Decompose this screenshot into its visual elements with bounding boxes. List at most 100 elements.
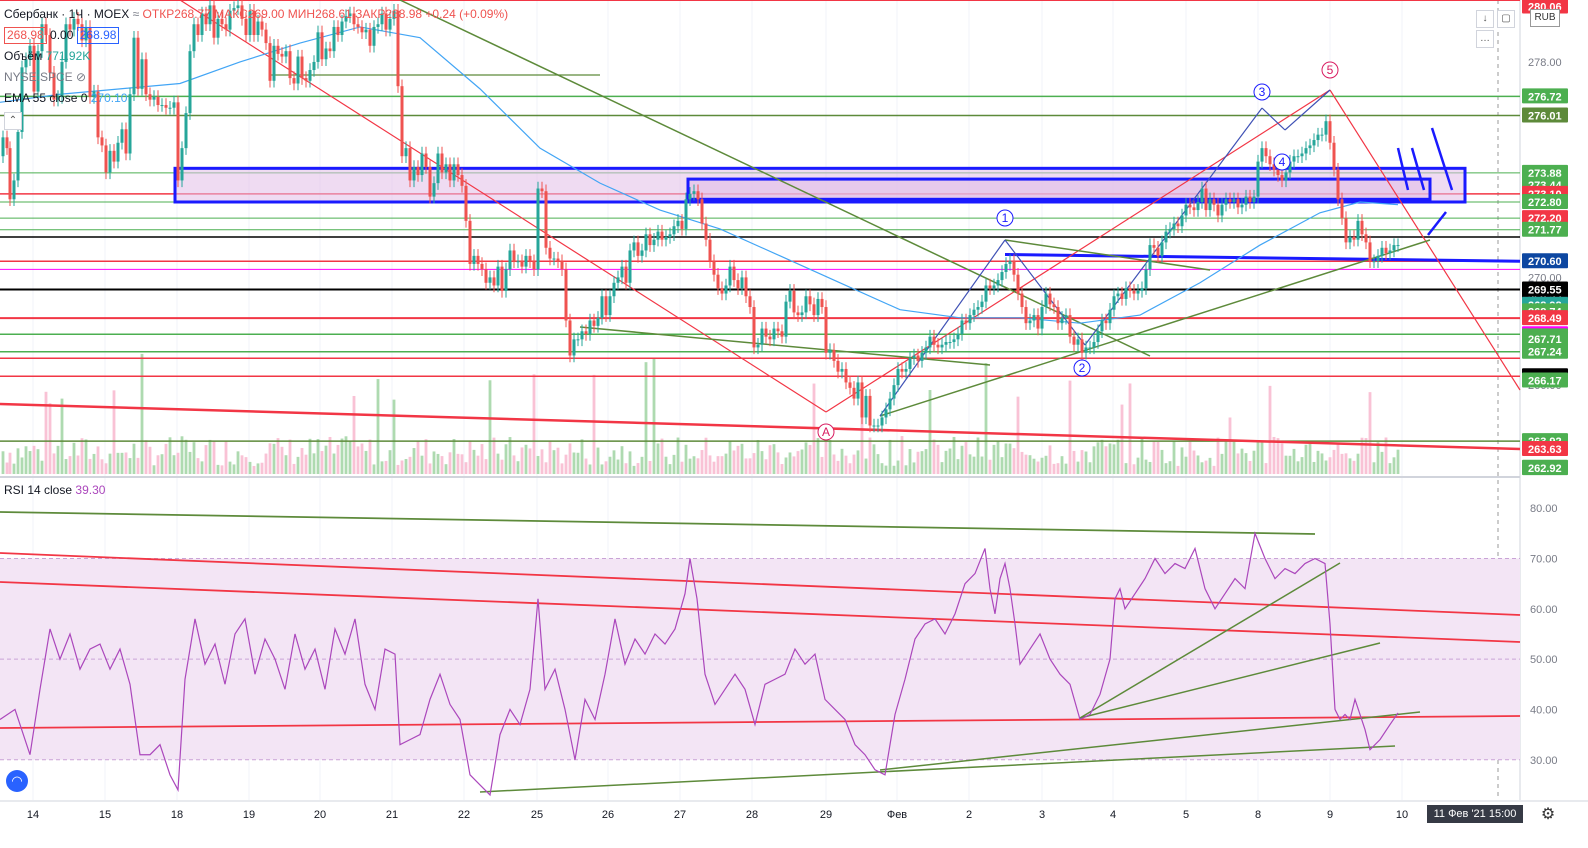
price-tag-bg (1522, 193, 1568, 209)
ema-label[interactable]: EMA 55 close 0 (4, 91, 88, 105)
candle-body (468, 220, 472, 264)
compare-symbol[interactable]: NYSE:SPCE (4, 70, 73, 84)
price-tag-bg (1522, 164, 1568, 180)
volume-bar (1304, 444, 1308, 474)
volume-bar (220, 465, 224, 474)
candle-body (164, 105, 168, 108)
trendline-red-down (179, 0, 827, 413)
candle-body (948, 342, 952, 344)
spread-value: 0.00 (50, 28, 74, 42)
volume-bar (1244, 453, 1248, 474)
candle-body (364, 29, 368, 33)
candle-body (212, 5, 216, 38)
support-line-blue (1004, 253, 1521, 263)
volume-bar (840, 448, 844, 474)
candle-body (748, 296, 752, 308)
candle-body (768, 336, 772, 340)
hidden-eye-icon[interactable]: ⊘ (76, 70, 87, 84)
volume-bar (744, 458, 748, 474)
candle-body (756, 344, 760, 348)
currency-label[interactable]: RUB (1530, 9, 1560, 27)
candle-body (1008, 261, 1012, 264)
candle-body (1220, 204, 1224, 216)
scroll-down-icon[interactable]: ↓ (1476, 10, 1494, 28)
candle-body (1184, 204, 1188, 216)
volume-bar (1024, 454, 1028, 474)
candle-body (628, 250, 632, 283)
interval-label[interactable]: 1Ч (68, 7, 84, 21)
volume-bar (480, 444, 484, 474)
maximize-icon[interactable]: ▢ (1497, 10, 1515, 28)
collapse-legend-icon[interactable]: ⌃ (4, 112, 22, 130)
candle-body (736, 280, 740, 289)
candle-body (116, 142, 120, 162)
candle-body (484, 269, 488, 283)
candle-body (256, 21, 260, 36)
volume-bar (1328, 457, 1332, 474)
ask-price[interactable]: 268.98 (76, 27, 120, 44)
volume-bar (552, 450, 556, 474)
volume-bar (500, 459, 504, 474)
symbol-name[interactable]: Сбербанк (4, 7, 58, 21)
candle-body (372, 26, 376, 46)
volume-bar (108, 453, 112, 474)
volume-bar (804, 442, 808, 474)
volume-bar (36, 449, 40, 474)
candle-body (776, 328, 780, 332)
volume-bar (284, 455, 288, 474)
rsi-trend-green-top (0, 511, 1316, 535)
volume-bar (1336, 442, 1340, 474)
rsi-label[interactable]: RSI 14 close (4, 483, 73, 497)
candle-body (1020, 293, 1024, 308)
volume-bar (344, 436, 348, 474)
candle-body (816, 298, 820, 316)
candle-body (76, 18, 80, 25)
more-options-icon[interactable]: … (1476, 30, 1494, 48)
wave-1-label-circle (996, 209, 1014, 227)
volume-bar (1172, 441, 1176, 474)
volume-bar (1228, 417, 1232, 474)
candle-body (472, 255, 476, 264)
candle-body (848, 382, 852, 388)
volume-bar (824, 438, 828, 474)
time-tick-label: 18 (171, 809, 183, 821)
volume-bar (628, 451, 632, 474)
candle-body (1228, 199, 1232, 202)
candle-body (644, 234, 648, 251)
candle-body (440, 153, 444, 173)
candle-body (296, 56, 300, 84)
price-axis[interactable]: 280.00278.00276.00274.00272.00270.00268.… (1521, 0, 1588, 848)
candle-body (692, 191, 696, 194)
candle-body (1328, 121, 1332, 143)
compare-toggle-icon[interactable]: ≈ (132, 7, 140, 21)
volume-bar (1312, 461, 1316, 474)
wave-4-label: 4 (1279, 155, 1286, 169)
candle-body (1348, 237, 1352, 243)
volume-bar (800, 449, 804, 474)
candle-body (240, 5, 244, 19)
volume-bar (1084, 451, 1088, 474)
candle-body (720, 288, 724, 294)
ema-row: EMA 55 close 0 270.10 (4, 88, 508, 109)
candle-body (676, 220, 680, 227)
candle-body (232, 8, 236, 11)
candle-body (272, 45, 276, 81)
settings-gear-icon[interactable]: ⚙ (1540, 806, 1556, 823)
volume-bar (272, 443, 276, 474)
candle-body (684, 199, 688, 229)
volume-bar (52, 453, 56, 474)
volume-bar (424, 439, 428, 474)
wave-a-label-circle (817, 423, 835, 441)
candle-body (1168, 228, 1172, 232)
candle-body (784, 301, 788, 337)
volume-bar (1, 451, 5, 474)
volume-bar (80, 438, 84, 474)
bid-price[interactable]: 268.98 (4, 27, 47, 44)
candle-body (1264, 148, 1268, 157)
volume-bar (1204, 460, 1208, 474)
candle-body (100, 137, 104, 146)
volume-bar (700, 450, 704, 474)
volume-bar (448, 452, 452, 474)
time-axis[interactable]: 14 15 18 19 20 21 22 25 26 27 28 29 Фев 2 3 4 5 8 9 10 (0, 800, 1588, 848)
